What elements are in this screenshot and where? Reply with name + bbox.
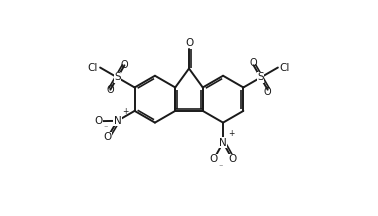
Text: O: O [228,154,237,164]
Text: N: N [219,138,227,148]
Text: O: O [209,154,218,164]
Text: O: O [103,132,112,142]
Text: O: O [185,38,193,48]
Text: S: S [114,73,121,83]
Text: Cl: Cl [88,63,98,73]
Text: N: N [113,116,121,126]
Text: O: O [94,116,102,126]
Text: O: O [264,87,271,97]
Text: Cl: Cl [280,63,290,73]
Text: ⁻: ⁻ [218,162,223,171]
Text: +: + [228,129,234,138]
Text: O: O [121,60,128,70]
Text: S: S [257,73,264,83]
Text: O: O [107,86,114,95]
Text: ⁻: ⁻ [103,124,107,133]
Text: O: O [250,58,257,68]
Text: +: + [122,107,129,116]
